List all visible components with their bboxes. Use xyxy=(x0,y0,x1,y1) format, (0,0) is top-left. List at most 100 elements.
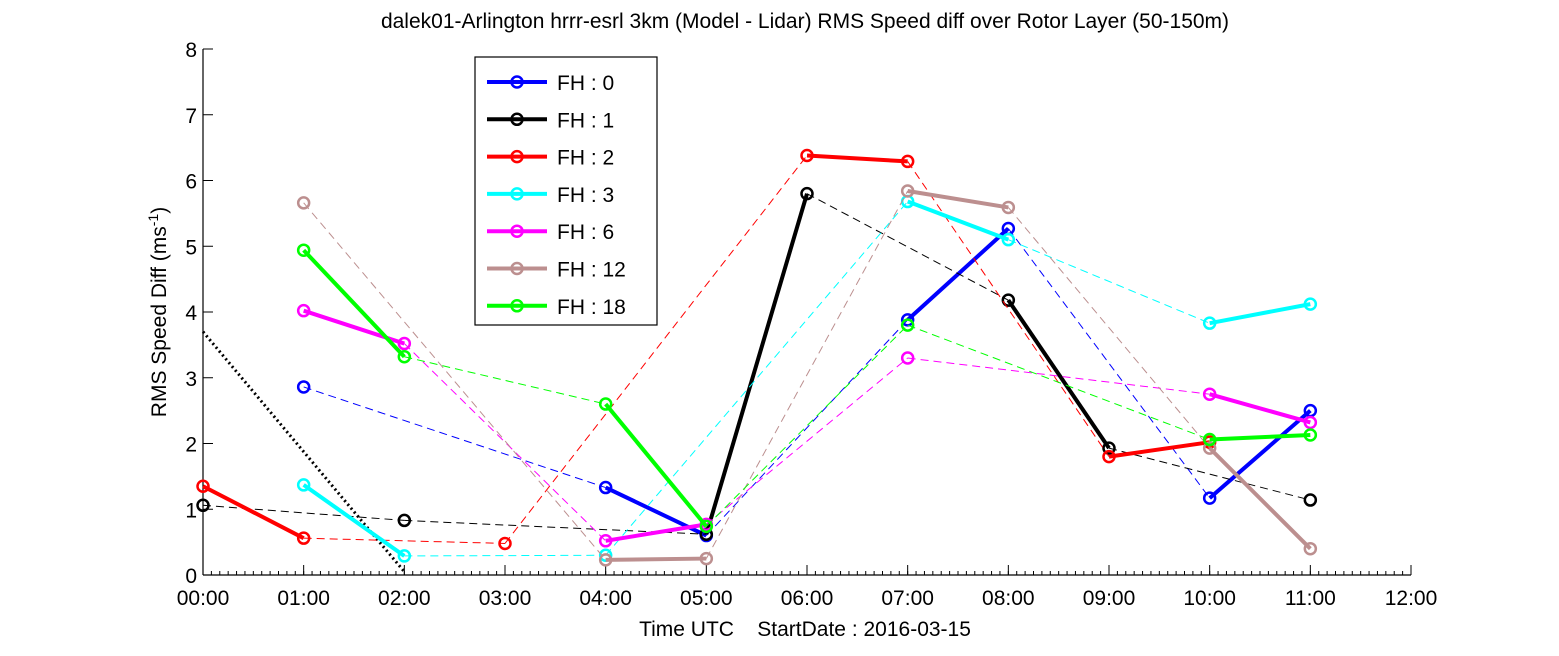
x-tick-label: 12:00 xyxy=(1385,587,1438,610)
y-axis-label: RMS Speed Diff (ms-1) xyxy=(145,207,171,417)
x-tick-label: 06:00 xyxy=(781,587,834,610)
data-point xyxy=(296,196,311,210)
data-point xyxy=(1001,200,1016,215)
legend-label: FH : 1 xyxy=(557,109,614,132)
series-0 xyxy=(296,221,1318,543)
x-tick-label: 09:00 xyxy=(1083,587,1136,610)
data-point xyxy=(397,513,412,528)
data-point xyxy=(397,549,412,563)
data-point xyxy=(1303,297,1318,311)
y-tick-label: 8 xyxy=(185,39,197,62)
data-point xyxy=(397,336,412,351)
x-axis: 00:00 01:00 02:00 03:00 04:00 05:00 06:00 07:00… xyxy=(177,565,1438,610)
legend-marker xyxy=(510,149,524,164)
data-point xyxy=(900,351,915,365)
x-tick-label: 11:00 xyxy=(1285,587,1336,610)
data-point xyxy=(800,186,814,201)
series-6 xyxy=(296,243,1318,534)
series-segment-dashed xyxy=(1007,207,1211,449)
series-segment-solid xyxy=(1209,392,1311,425)
data-point xyxy=(296,303,311,318)
data-point xyxy=(1202,316,1217,330)
legend-label: FH : 0 xyxy=(557,72,614,95)
series-segment-dashed xyxy=(705,319,909,536)
y-tick-label: 7 xyxy=(185,105,197,128)
data-point xyxy=(598,480,613,495)
series-segment-dashed xyxy=(303,537,506,544)
legend-marker xyxy=(510,187,524,201)
legend-item: FH : 18 xyxy=(487,296,626,319)
data-point xyxy=(1202,432,1217,447)
x-tick-label: 10:00 xyxy=(1183,587,1236,610)
data-point xyxy=(397,349,412,364)
data-point xyxy=(1303,493,1318,507)
data-point xyxy=(1303,541,1318,556)
x-tick-label: 01:00 xyxy=(277,587,330,610)
data-point xyxy=(1102,449,1116,464)
data-point xyxy=(900,318,915,332)
data-point xyxy=(1102,441,1116,455)
series-segment-solid xyxy=(302,483,406,558)
series-segment-solid xyxy=(1006,299,1111,450)
legend-marker xyxy=(510,112,524,127)
series-5 xyxy=(296,184,1318,567)
data-point xyxy=(296,243,311,257)
data-point xyxy=(598,397,613,411)
legend-label: FH : 3 xyxy=(557,184,614,207)
legend-label: FH : 12 xyxy=(557,259,626,282)
y-tick-label: 6 xyxy=(185,171,197,194)
series-2 xyxy=(196,148,1217,551)
series-segment-dashed xyxy=(504,155,808,544)
series-4 xyxy=(296,303,1318,548)
series-layer xyxy=(196,148,1318,573)
data-point xyxy=(900,184,915,198)
legend-item: FH : 3 xyxy=(487,184,614,207)
y-axis-label-sup: -1 xyxy=(145,214,161,227)
data-point xyxy=(900,154,915,169)
data-point xyxy=(1202,387,1217,401)
legend-marker xyxy=(510,75,524,89)
data-point xyxy=(1303,415,1318,430)
series-3 xyxy=(296,194,1318,563)
series-segment-solid xyxy=(806,153,908,164)
series-segment-dashed xyxy=(907,161,1110,457)
legend-label: FH : 2 xyxy=(557,147,614,170)
series-segment-dashed xyxy=(1007,228,1211,499)
legend-item: FH : 2 xyxy=(487,147,614,170)
series-segment-solid xyxy=(302,248,406,359)
series-segment-solid xyxy=(1208,446,1312,551)
y-tick-label: 3 xyxy=(185,368,197,391)
data-point xyxy=(598,553,613,567)
series-segment-solid xyxy=(907,189,1009,210)
data-point xyxy=(196,479,210,493)
legend-label: FH : 6 xyxy=(557,221,614,244)
series-segment-dashed xyxy=(303,386,606,489)
x-tick-label: 07:00 xyxy=(881,587,934,610)
x-tick-label: 05:00 xyxy=(680,587,733,610)
data-point xyxy=(296,478,311,492)
series-segment-solid xyxy=(906,227,1010,322)
series-segment-solid xyxy=(906,199,1010,242)
legend-item: FH : 0 xyxy=(487,72,614,95)
x-tick-label: 03:00 xyxy=(479,587,532,610)
legend: FH : 0 FH : 1 FH : 2 FH : 3 FH : 6 FH : 12 FH … xyxy=(474,56,658,326)
data-point xyxy=(800,148,814,163)
legend-marker xyxy=(510,224,524,238)
series-segment-dashed xyxy=(404,356,606,405)
series-segment-solid xyxy=(1108,440,1210,459)
legend-item: FH : 6 xyxy=(487,221,614,244)
y-tick-label: 1 xyxy=(185,499,197,522)
legend-marker xyxy=(510,299,524,313)
data-point xyxy=(1303,428,1318,442)
series-segment-solid xyxy=(605,522,707,543)
data-point xyxy=(1202,491,1217,505)
series-segment-dashed xyxy=(907,324,1210,441)
series-1 xyxy=(196,186,1318,541)
series-segment-solid xyxy=(605,556,707,562)
x-tick-label: 04:00 xyxy=(579,587,632,610)
series-segment-solid xyxy=(1208,409,1312,500)
series-segment-solid xyxy=(604,402,708,528)
legend-marker xyxy=(510,261,524,276)
x-axis-label: Time UTC StartDate : 2016-03-15 xyxy=(639,618,971,641)
